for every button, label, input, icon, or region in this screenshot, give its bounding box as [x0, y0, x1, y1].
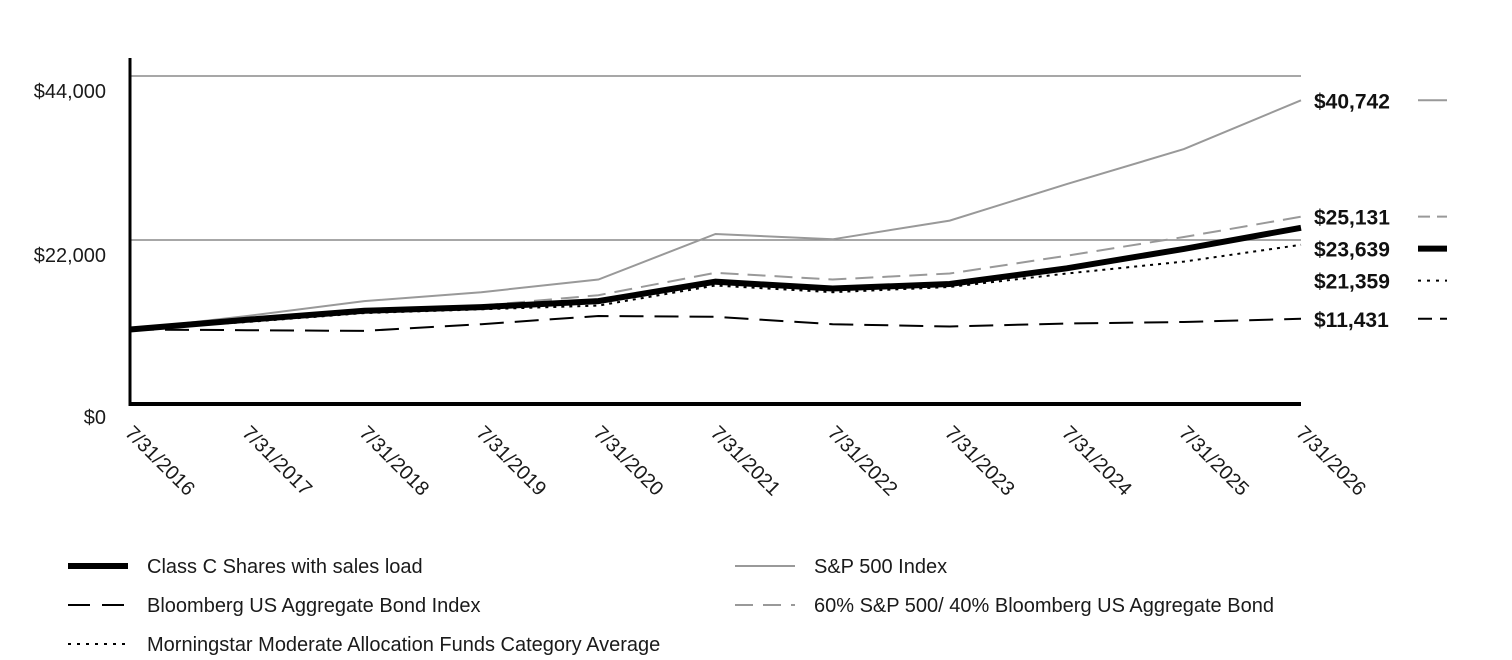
y-axis-ticks: $0 $22,000 $44,000: [34, 81, 106, 429]
x-tick-label: 7/31/2025: [1174, 422, 1252, 500]
x-tick-label: 7/31/2020: [589, 422, 667, 500]
end-value-label: $11,431: [1314, 309, 1389, 332]
x-tick-label: 7/31/2026: [1291, 422, 1369, 500]
x-tick-label: 7/31/2024: [1057, 422, 1135, 500]
legend-label: Bloomberg US Aggregate Bond Index: [147, 595, 481, 617]
x-tick-label: 7/31/2019: [472, 422, 550, 500]
legend-label: 60% S&P 500/ 40% Bloomberg US Aggregate …: [814, 595, 1274, 617]
x-tick-label: 7/31/2018: [355, 422, 433, 500]
series-lines: [129, 99, 1302, 333]
x-tick-label: 7/31/2017: [238, 422, 316, 500]
x-tick-label: 7/31/2023: [940, 422, 1018, 500]
gridlines: [130, 75, 1301, 241]
y-tick-label: $44,000: [34, 81, 106, 103]
legend-label: S&P 500 Index: [814, 556, 947, 578]
end-value-label: $40,742: [1314, 90, 1390, 113]
series-line-0: [129, 224, 1302, 333]
end-value-label: $21,359: [1314, 271, 1390, 294]
y-tick-label: $22,000: [34, 245, 106, 267]
series-line-2: [129, 314, 1302, 332]
end-value-label: $23,639: [1314, 239, 1390, 262]
x-tick-label: 7/31/2021: [706, 422, 784, 500]
end-value-label: $25,131: [1314, 207, 1390, 230]
legend: Class C Shares with sales load S&P 500 In…: [68, 556, 1274, 656]
x-axis-ticks: 7/31/2016 7/31/2017 7/31/2018 7/31/2019 7/31…: [120, 422, 1369, 500]
legend-label: Class C Shares with sales load: [147, 556, 423, 578]
y-tick-label: $0: [84, 407, 106, 429]
x-tick-label: 7/31/2016: [120, 422, 198, 500]
x-tick-label: 7/31/2022: [823, 422, 901, 500]
series-line-1: [129, 99, 1302, 331]
legend-label: Morningstar Moderate Allocation Funds Ca…: [147, 634, 660, 656]
end-value-labels: $40,742 $25,131 $23,639 $21,359 $11,431: [1314, 90, 1447, 332]
